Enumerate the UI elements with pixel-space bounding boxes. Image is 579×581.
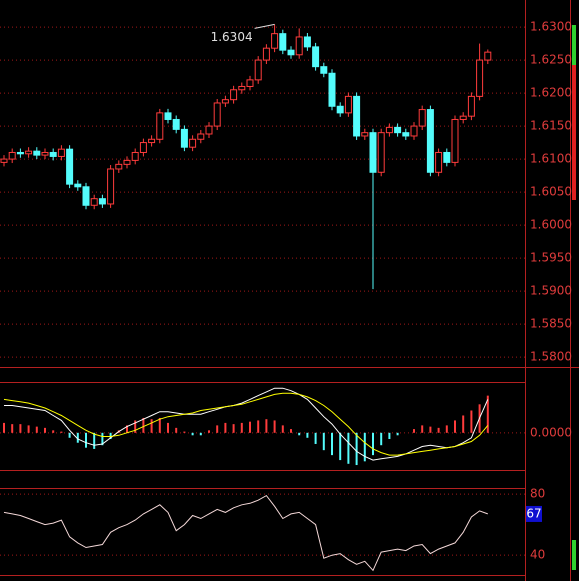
y-tick-label: 80 [530,487,545,501]
candle-body [377,132,385,173]
candle-body [295,36,303,56]
candle-body [189,138,197,148]
candle-body [279,33,287,51]
candle-body [394,126,402,134]
candle-body [246,79,254,87]
candle-body [336,105,344,114]
candle-body [123,159,131,165]
candle-body [0,158,8,163]
candle-body [164,112,172,120]
candle-body [484,51,492,61]
candle-body [41,151,49,156]
candle-body [66,148,74,185]
candle-body [328,72,336,107]
candle-body [344,95,352,114]
candle-body [443,151,451,163]
candle-body [320,66,328,74]
candle-body [418,109,426,127]
candle-body [451,118,459,163]
plot-layer: 1.5800 1.5850 1.5900 1.5950 1.6000 1.6050 1.61… [0,20,572,572]
y-tick-label: 1.6050 [530,185,572,199]
candle-body [262,47,270,61]
last-value-label: 67 [526,506,541,520]
candle-body [459,115,467,120]
candle-body [361,132,369,137]
candle-body [16,151,24,155]
line [3,494,488,572]
side-bar [572,25,576,65]
candle-body [205,125,213,135]
candle-body [82,186,90,206]
candle-body [98,198,106,205]
y-tick-label: 1.5950 [530,251,572,265]
candle-body [402,132,410,137]
candle-body [410,125,418,137]
y-tick-label: 1.5800 [530,350,572,364]
candle-body [426,109,434,173]
candle-body [33,150,41,156]
candle-body [230,89,238,101]
candle-body [254,59,262,81]
candle-body [180,128,188,148]
y-tick-label: 1.6300 [530,20,572,34]
candle-body [156,112,164,140]
y-tick-label: 1.5850 [530,317,572,331]
candle-body [90,198,98,206]
y-tick-label: 1.6000 [530,218,572,232]
candle-body [353,95,361,137]
candle-body [74,183,82,188]
candle-body [287,49,295,56]
side-bar [572,65,576,200]
candle-body [172,118,180,130]
candle-body [238,85,246,91]
candle-body [476,59,484,97]
annotation-line [254,23,275,29]
y-tick-label: 0.0000 [530,425,572,439]
y-tick-label: 1.6150 [530,119,572,133]
candle-body [467,95,475,117]
candle-body [148,138,156,144]
candle-body [57,148,65,157]
y-tick-label: 1.6100 [530,152,572,166]
candle-body [369,132,377,173]
candle-body [385,126,393,134]
annotation: 1.6304 [211,30,253,44]
candle-body [271,33,279,49]
last-value-box [526,505,542,522]
side-bar [572,540,576,570]
candle-body [139,142,147,153]
y-tick-label: 40 [530,548,545,562]
candle-body [25,150,33,155]
candle-body [221,99,229,104]
macd-line [3,392,489,456]
candle-body [213,102,221,127]
candle-body [115,163,123,170]
candle-body [197,133,205,140]
candle-body [303,36,311,48]
candle-body [131,151,139,161]
candle-body [8,151,16,160]
candle-body [49,151,57,157]
y-tick-label: 1.6200 [530,86,572,100]
side-strip [572,25,576,570]
candle-body [312,46,320,68]
y-tick-label: 1.6250 [530,53,572,67]
candle-body [107,168,115,205]
y-tick-label: 1.5900 [530,284,572,298]
candle-body [435,151,443,173]
